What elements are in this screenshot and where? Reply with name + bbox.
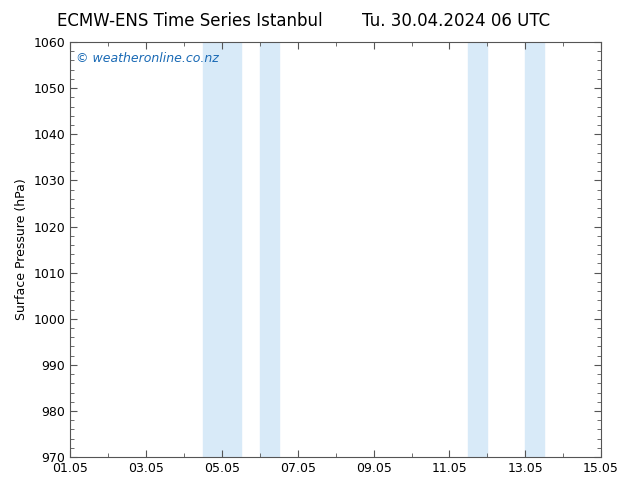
Text: Tu. 30.04.2024 06 UTC: Tu. 30.04.2024 06 UTC	[363, 12, 550, 30]
Text: ECMW-ENS Time Series Istanbul: ECMW-ENS Time Series Istanbul	[58, 12, 323, 30]
Y-axis label: Surface Pressure (hPa): Surface Pressure (hPa)	[15, 179, 28, 320]
Bar	[260, 42, 279, 457]
Bar	[469, 42, 488, 457]
Text: © weatheronline.co.nz: © weatheronline.co.nz	[75, 52, 218, 66]
Bar	[203, 42, 241, 457]
Bar	[525, 42, 544, 457]
